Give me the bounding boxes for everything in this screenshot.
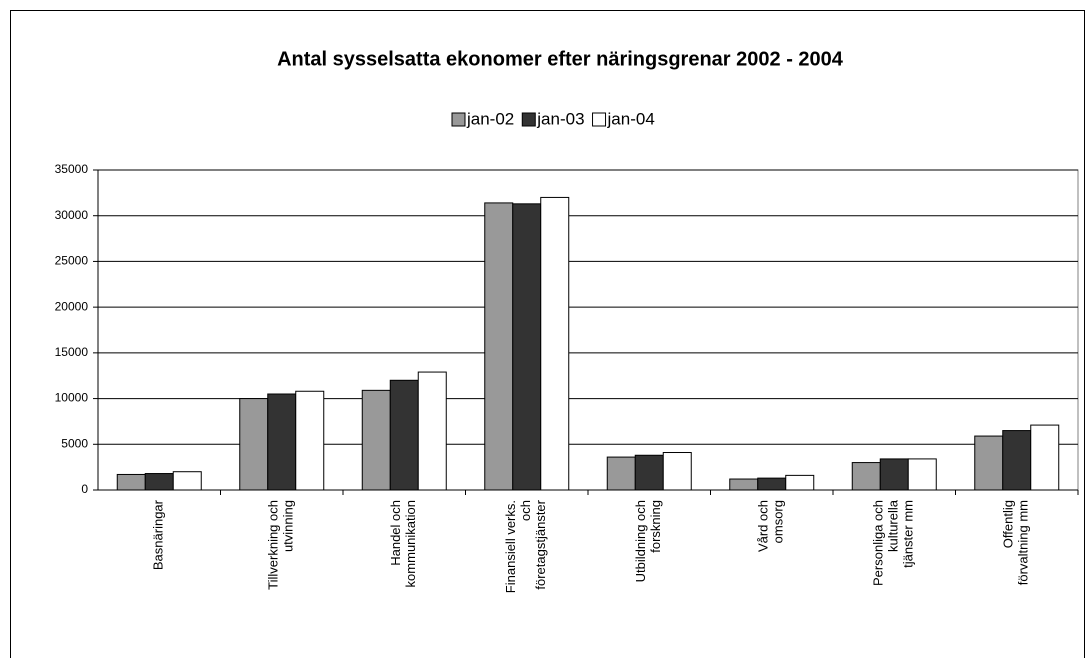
y-tick-label: 20000 (55, 299, 89, 313)
x-tick-label: utvinning (281, 500, 296, 552)
bar (606, 456, 636, 491)
bar (1002, 430, 1032, 491)
bar (512, 203, 542, 491)
x-tick-label: Tillverkning och (266, 500, 281, 590)
y-tick-label: 35000 (55, 162, 89, 176)
y-tick-label: 10000 (55, 391, 89, 405)
legend-swatch (521, 112, 536, 127)
bar (116, 473, 146, 491)
y-tick-label: 15000 (55, 345, 89, 359)
legend-label: jan-04 (607, 109, 655, 128)
bar (907, 458, 937, 491)
chart-title: Antal sysselsatta ekonomer efter närings… (277, 48, 844, 70)
legend-swatch (451, 112, 466, 127)
x-tick-label: Vård och (756, 500, 771, 552)
bar (144, 473, 174, 491)
x-tick-label: kulturella (886, 499, 901, 552)
bar (785, 474, 815, 491)
x-tick-label: företagstjänster (533, 499, 548, 589)
y-tick-label: 5000 (61, 436, 88, 450)
bar (484, 202, 514, 491)
bar (540, 196, 570, 491)
bar (662, 452, 692, 491)
legend-label: jan-02 (466, 109, 514, 128)
bar (729, 478, 759, 491)
legend-swatch (592, 112, 607, 127)
bar (267, 393, 297, 491)
x-tick-label: Offentlig (1001, 500, 1016, 548)
x-tick-label: Personliga och (871, 500, 886, 586)
y-tick-label: 0 (81, 482, 88, 496)
bar (417, 371, 447, 491)
x-tick-label: Finansiell verks. (503, 500, 518, 593)
x-tick-label: forskning (648, 500, 663, 553)
bar (851, 462, 881, 491)
bar (239, 398, 269, 491)
x-tick-label: Basnäringar (151, 499, 166, 570)
x-tick-label: omsorg (771, 500, 786, 543)
bar (634, 454, 664, 491)
legend-label: jan-03 (536, 109, 584, 128)
x-tick-label: Handel och (388, 500, 403, 566)
bar (974, 435, 1004, 491)
x-tick-label: tjänster mm (901, 500, 916, 568)
bar (757, 477, 787, 491)
bar (389, 379, 419, 491)
x-tick-label: och (518, 500, 533, 521)
x-tick-label: kommunikation (403, 500, 418, 587)
x-tick-label: Utbildning och (633, 500, 648, 582)
bar (879, 458, 909, 491)
y-tick-label: 30000 (55, 208, 89, 222)
bar (172, 471, 202, 491)
bar (361, 389, 391, 491)
y-tick-label: 25000 (55, 254, 89, 268)
x-tick-label: förvaltning mm (1016, 500, 1031, 585)
bar (1030, 424, 1060, 491)
bar (295, 390, 325, 491)
